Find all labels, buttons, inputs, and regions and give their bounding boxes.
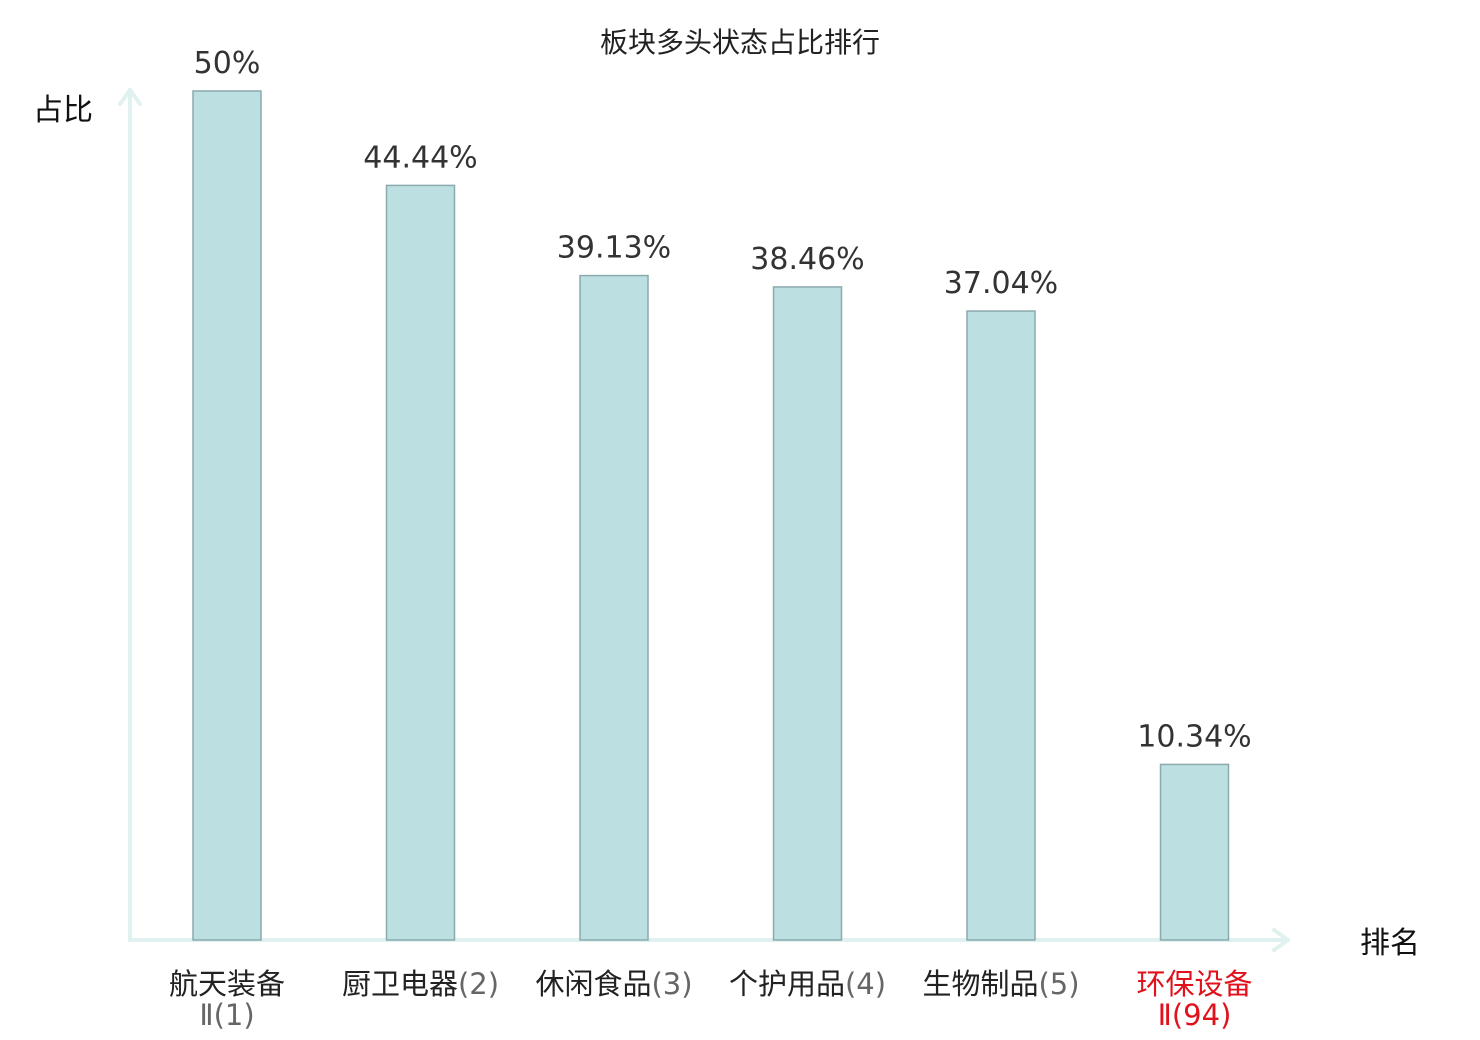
value-label: 39.13% xyxy=(557,231,671,266)
bar xyxy=(385,184,456,941)
y-axis-label: 占比 xyxy=(33,93,93,128)
category-name: 生物制品 xyxy=(922,967,1038,1001)
category-label: 休闲食品(3) xyxy=(535,967,692,1001)
category-name: 个护用品 xyxy=(729,967,845,1001)
bars-group xyxy=(192,90,1230,941)
category-rank-line: Ⅱ(94) xyxy=(1158,998,1232,1032)
value-label: 38.46% xyxy=(750,242,864,277)
bar xyxy=(966,310,1036,941)
value-label: 44.44% xyxy=(363,140,477,175)
category-label: 环保设备 xyxy=(1136,967,1252,1001)
bar xyxy=(579,274,649,941)
category-rank: (3) xyxy=(651,967,692,1001)
value-labels-group: 50% 44.44% 39.13% 38.46% 37.04% 10.34% xyxy=(194,46,1252,754)
category-label: 个护用品(4) xyxy=(729,967,886,1001)
category-rank-line: Ⅱ(1) xyxy=(199,998,254,1032)
chart-title: 板块多头状态占比排行 xyxy=(600,26,880,59)
category-rank: (5) xyxy=(1038,967,1079,1001)
category-name: 休闲食品 xyxy=(535,967,651,1001)
bar xyxy=(192,90,262,941)
x-axis-arrow-icon xyxy=(1272,928,1290,952)
x-axis-label: 排名 xyxy=(1360,926,1420,961)
value-label: 50% xyxy=(194,46,261,81)
bar xyxy=(772,286,843,941)
category-name: 厨卫电器 xyxy=(342,967,458,1001)
category-name: 航天装备 xyxy=(169,967,285,1001)
y-axis-arrow-icon xyxy=(118,88,142,106)
category-label: 生物制品(5) xyxy=(922,967,1079,1001)
category-rank: (2) xyxy=(458,967,499,1001)
bar xyxy=(1159,763,1230,941)
value-label: 10.34% xyxy=(1137,719,1251,754)
category-name: 环保设备 xyxy=(1136,967,1252,1001)
category-label: 航天装备 xyxy=(169,967,285,1001)
value-label: 37.04% xyxy=(944,266,1058,301)
axes xyxy=(118,88,1290,952)
category-rank: (4) xyxy=(845,967,886,1001)
category-label: 厨卫电器(2) xyxy=(342,967,499,1001)
